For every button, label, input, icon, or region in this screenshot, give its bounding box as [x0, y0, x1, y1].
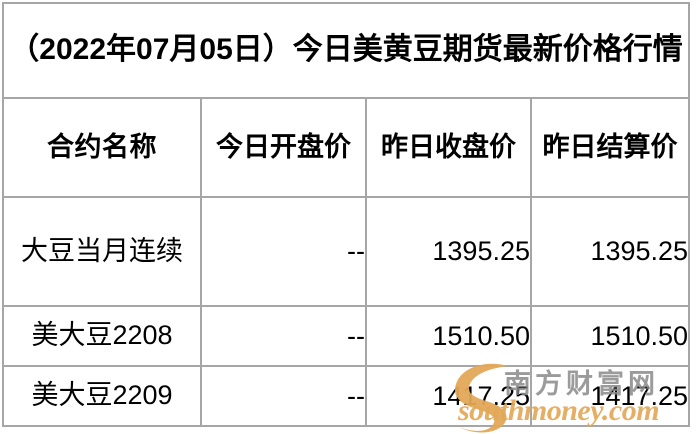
cell-settle-price: 1417.25 [529, 365, 691, 427]
table-row: 大豆当月连续 -- 1395.25 1395.25 [2, 196, 691, 307]
table-row: 美大豆2209 -- 1417.25 1417.25 [2, 365, 691, 427]
column-header-close-label: 昨日收盘价 [381, 131, 516, 162]
table-header-row: 合约名称 今日开盘价 昨日收盘价 昨日结算价 [2, 97, 691, 198]
open-price-text: -- [347, 380, 365, 411]
column-header-open-label: 今日开盘价 [216, 131, 351, 162]
table-title-row: （2022年07月05日）今日美黄豆期货最新价格行情 [1, 2, 691, 99]
column-header-settle-label: 昨日结算价 [542, 131, 678, 162]
cell-open-price: -- [200, 305, 367, 367]
cell-close-price: 1510.50 [365, 305, 532, 367]
cell-close-price: 1395.25 [365, 196, 532, 307]
contract-name-text: 美大豆2209 [31, 380, 173, 411]
cell-contract-name: 美大豆2209 [2, 365, 202, 427]
cell-settle-price: 1510.50 [529, 305, 691, 367]
page-title-cell: （2022年07月05日）今日美黄豆期货最新价格行情 [1, 2, 691, 99]
settle-price-text: 1395.25 [590, 236, 689, 267]
column-header-close: 昨日收盘价 [365, 97, 532, 198]
cell-close-price: 1417.25 [365, 365, 532, 427]
column-header-settle: 昨日结算价 [529, 97, 691, 198]
open-price-text: -- [347, 320, 365, 351]
column-header-name: 合约名称 [2, 97, 202, 198]
settle-price-text: 1510.50 [590, 320, 689, 351]
settle-price-text: 1417.25 [590, 380, 689, 411]
column-header-name-label: 合约名称 [47, 131, 157, 162]
cell-contract-name: 美大豆2208 [2, 305, 202, 367]
contract-name-text: 大豆当月连续 [21, 235, 183, 266]
contract-name-text: 美大豆2208 [31, 320, 173, 351]
close-price-text: 1395.25 [432, 236, 530, 267]
column-header-open: 今日开盘价 [200, 97, 367, 198]
close-price-text: 1510.50 [432, 320, 530, 351]
cell-open-price: -- [200, 365, 367, 427]
futures-price-table: （2022年07月05日）今日美黄豆期货最新价格行情 合约名称 今日开盘价 昨日… [1, 2, 691, 427]
page-title: （2022年07月05日）今日美黄豆期货最新价格行情 [9, 33, 683, 67]
cell-open-price: -- [200, 196, 367, 307]
cell-contract-name: 大豆当月连续 [2, 196, 202, 307]
close-price-text: 1417.25 [432, 380, 530, 411]
open-price-text: -- [347, 236, 365, 267]
table-row: 美大豆2208 -- 1510.50 1510.50 [2, 305, 691, 367]
cell-settle-price: 1395.25 [529, 196, 691, 307]
